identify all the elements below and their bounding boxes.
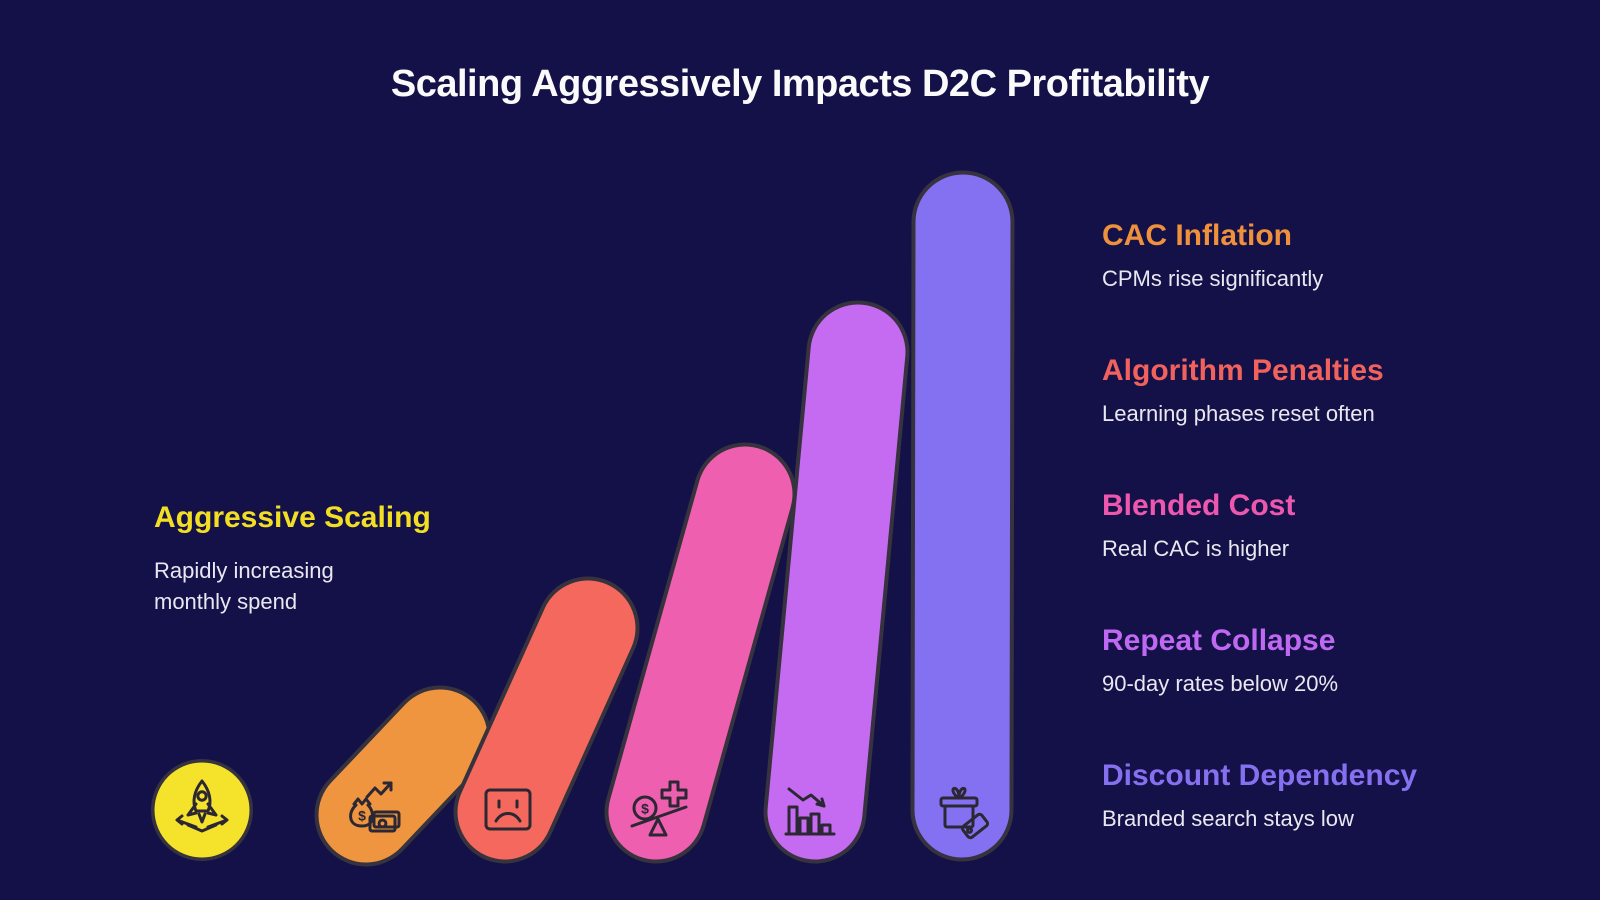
page-title: Scaling Aggressively Impacts D2C Profita… <box>390 63 1210 106</box>
rocket-launch-icon <box>175 779 229 833</box>
declining-chart-icon <box>784 787 836 836</box>
svg-text:$: $ <box>358 808 366 824</box>
bar-cac-inflation <box>318 689 488 863</box>
cause-heading: Aggressive Scaling <box>154 501 431 534</box>
money-growth-icon: $ <box>349 781 401 833</box>
effect-heading: Blended Cost <box>1102 489 1296 522</box>
effect-heading: Repeat Collapse <box>1102 624 1336 657</box>
bar-blended-cost <box>608 446 793 860</box>
sad-face-icon <box>484 788 532 831</box>
effect-description: CPMs rise significantly <box>1102 266 1324 291</box>
effect-item-algorithm-penalties: Algorithm Penalties Learning phases rese… <box>1102 353 1522 427</box>
effect-item-blended-cost: Blended Cost Real CAC is higher <box>1102 488 1522 562</box>
effect-item-repeat-collapse: Repeat Collapse 90-day rates below 20% <box>1102 623 1522 697</box>
dollar-imbalance-icon: $ <box>630 780 688 837</box>
bar-algorithm-penalties <box>457 580 636 860</box>
cause-description-line2: monthly spend <box>154 589 298 614</box>
effect-description: Learning phases reset often <box>1102 401 1375 426</box>
effect-description: 90-day rates below 20% <box>1102 671 1339 696</box>
cause-description: Rapidly increasing monthly spend <box>154 555 431 617</box>
effect-description: Real CAC is higher <box>1102 536 1290 561</box>
cause-description-line1: Rapidly increasing <box>154 558 334 583</box>
cause-block: Aggressive Scaling Rapidly increasing mo… <box>154 500 431 617</box>
effects-list: CAC Inflation CPMs rise significantly Al… <box>1102 218 1522 893</box>
effect-item-discount-dependency: Discount Dependency Branded search stays… <box>1102 758 1522 832</box>
effect-heading: Algorithm Penalties <box>1102 354 1384 387</box>
effect-heading: Discount Dependency <box>1102 759 1418 792</box>
effect-item-cac-inflation: CAC Inflation CPMs rise significantly <box>1102 218 1522 292</box>
effect-description: Branded search stays low <box>1102 806 1354 831</box>
effect-heading: CAC Inflation <box>1102 219 1292 252</box>
bar-repeat-collapse <box>767 304 906 860</box>
gift-tag-icon <box>939 787 990 840</box>
svg-text:$: $ <box>641 801 649 817</box>
bar-discount-dependency <box>914 174 1011 858</box>
